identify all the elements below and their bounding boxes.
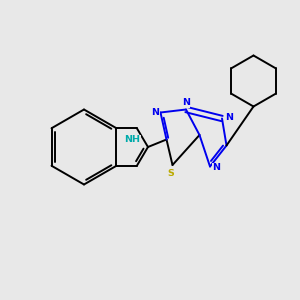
Text: N: N — [226, 112, 233, 122]
Text: N: N — [213, 164, 220, 172]
Text: N: N — [182, 98, 190, 107]
Text: N: N — [151, 108, 159, 117]
Text: NH: NH — [124, 135, 140, 144]
Text: S: S — [168, 169, 174, 178]
